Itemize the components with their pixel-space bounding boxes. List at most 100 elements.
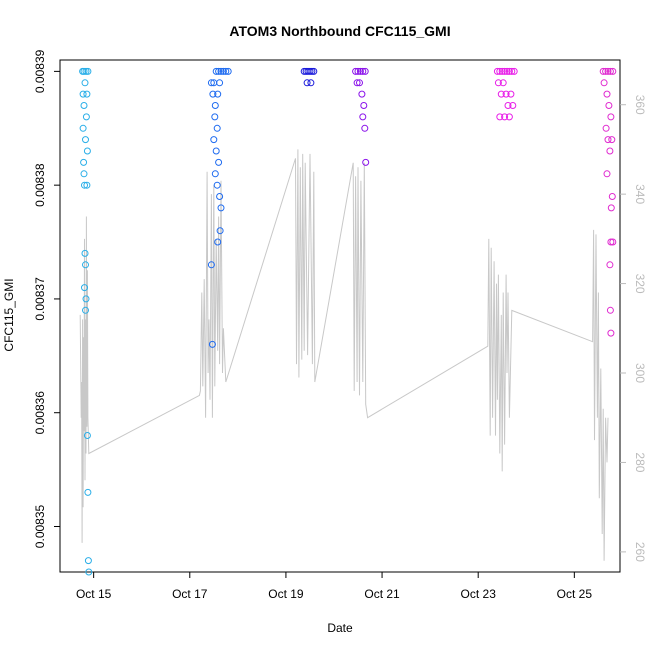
data-point [359,113,367,121]
data-point [216,227,224,235]
data-point [80,67,88,75]
data-point [217,67,225,75]
data-point [211,170,219,178]
data-point [352,67,360,75]
data-point [356,67,364,75]
secondary-series-line [79,149,609,561]
data-point [82,261,89,269]
data-point [606,261,614,269]
data-point [82,136,89,144]
x-tick-label: Oct 17 [172,587,208,601]
data-point [83,432,91,439]
data-point [498,67,506,75]
data-point [604,67,612,75]
data-point [80,170,88,178]
data-point [215,158,223,166]
data-point [362,158,370,166]
data-point [215,67,223,75]
y-tick-label: 0.00839 [33,49,47,93]
y-tick-label: 0.00835 [33,504,47,548]
data-point [211,113,219,121]
data-point [208,340,216,348]
data-point [209,90,217,98]
data-point [507,90,515,98]
data-point [602,124,610,132]
x-axis: Oct 15 Oct 17 Oct 19 Oct 21 Oct 23 Oct 25 [76,571,592,601]
data-point [608,136,616,144]
x-axis-label: Date [327,621,353,635]
data-point [607,204,615,212]
data-point [211,102,219,109]
data-point [81,284,88,292]
plot-border [59,59,621,573]
data-point [603,170,611,178]
y-axis-left: 0.00835 0.00836 0.00837 0.00838 0.00839 [33,49,60,548]
data-point [600,79,608,87]
data-point [306,67,314,75]
y2-tick-label: 320 [633,274,647,294]
data-point [607,329,615,337]
x-tick-label: Oct 23 [461,587,497,601]
data-point [361,67,369,75]
chart-title: ATOM3 Northbound CFC115_GMI [229,23,450,39]
data-point [212,67,220,75]
data-point [84,488,92,496]
data-point [85,568,93,576]
data-point [604,136,612,144]
data-point [607,113,615,121]
data-point [216,79,224,87]
data-point [609,238,617,246]
y-tick-label: 0.00837 [33,277,47,321]
data-point [502,90,510,98]
data-point [81,249,89,257]
y-axis-right: 260 280 300 320 340 360 [620,95,647,562]
data-point [212,147,220,155]
data-point [83,147,91,155]
data-point [499,79,507,87]
data-point [599,67,607,75]
data-point [606,306,614,314]
x-tick-label: Oct 15 [76,587,112,601]
data-point [504,102,512,109]
series-line [79,149,609,561]
data-point [307,79,315,87]
data-point [216,193,224,200]
data-point [509,102,517,109]
data-point [496,67,504,75]
y-tick-label: 0.00838 [33,163,47,207]
data-point [358,90,366,98]
data-point [503,67,511,75]
data-point [217,204,225,212]
data-point [81,79,89,87]
data-point [505,113,513,121]
data-point [82,306,89,314]
data-point [83,181,91,189]
data-point [508,67,516,75]
data-point [501,113,509,121]
data-point [210,136,218,144]
x-tick-label: Oct 21 [364,587,400,601]
data-point [505,67,513,75]
data-point [213,181,221,189]
data-point [81,181,88,189]
plot-area [59,59,621,573]
data-point [303,79,311,87]
data-point [79,90,87,98]
data-point [501,67,509,75]
data-point [80,158,88,166]
data-point [361,124,369,132]
data-point [496,113,504,121]
y-axis-label: CFC115_GMI [2,278,16,351]
data-point [214,90,222,98]
data-point [354,67,362,75]
data-point [497,90,505,98]
data-point [608,193,616,200]
data-point [82,295,90,303]
x-tick-label: Oct 19 [268,587,304,601]
data-point [84,67,92,75]
data-point [606,147,614,155]
data-point [83,90,91,98]
data-point [214,238,222,246]
data-point [607,238,615,246]
